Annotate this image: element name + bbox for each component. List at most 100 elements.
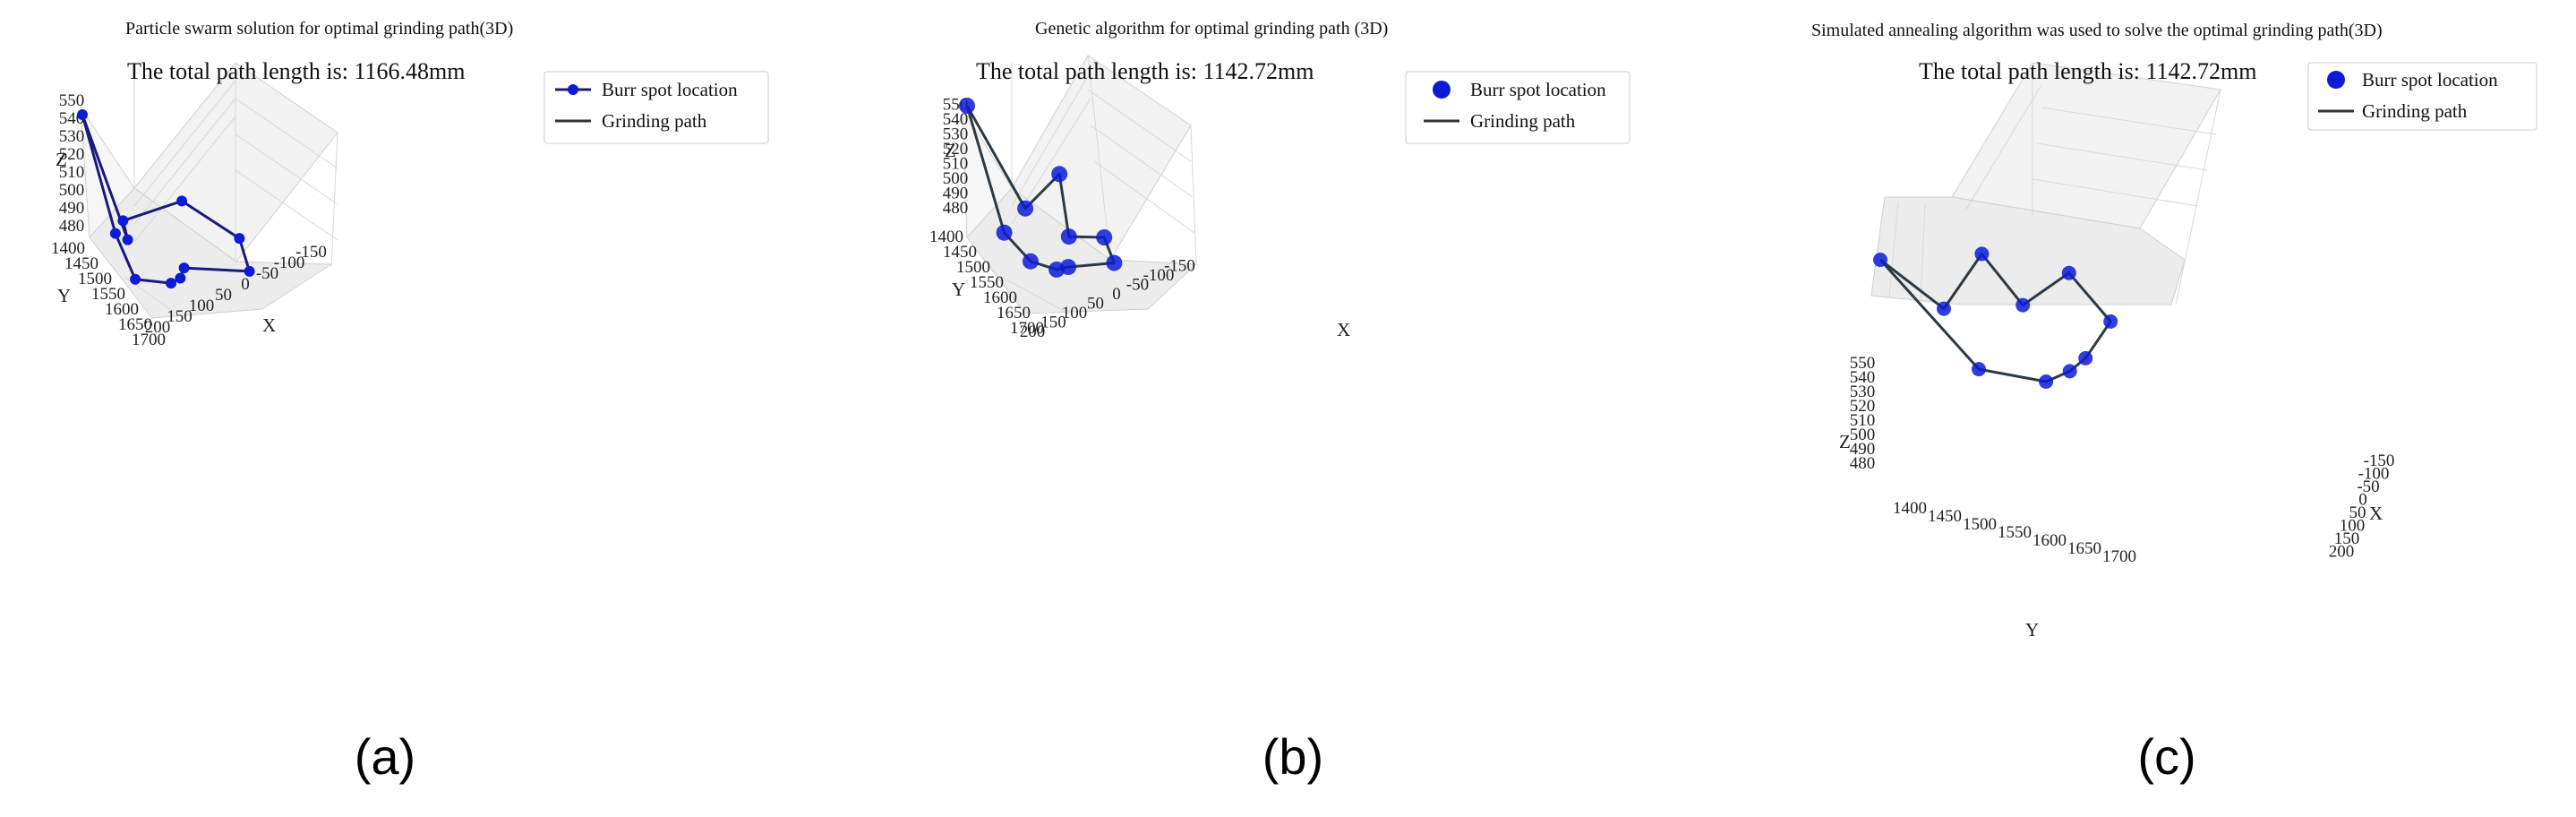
x-tick-label: 100: [1062, 304, 1088, 322]
x-tick-label: 50: [215, 286, 232, 305]
x-tick-label: -50: [256, 264, 278, 283]
y-tick-label: 1400: [51, 239, 85, 258]
panel-b: 480 490 500 510 520 530 540 550 1400 1450 1500 1550…: [860, 0, 1719, 817]
z-tick-label: 500: [59, 181, 85, 200]
burr-spot-marker: [1096, 229, 1113, 245]
x-axis-label-c: X: [2369, 503, 2383, 524]
y-tick-label: 1550: [91, 285, 125, 304]
chart-title-a: Particle swarm solution for optimal grin…: [125, 19, 513, 39]
burr-spot-marker: [1937, 301, 1951, 316]
burr-spot-marker: [2015, 297, 2031, 313]
burr-spot-marker: [2078, 350, 2093, 366]
z-tick-label: 530: [1850, 383, 1876, 401]
y-tick-label: 1400: [1893, 499, 1927, 518]
y-tick-label: 1450: [943, 243, 977, 262]
y-tick-label: 1700: [132, 331, 166, 349]
burr-spot-marker: [959, 98, 975, 114]
caption-a: (a): [354, 728, 416, 785]
x-tick-label: 150: [1040, 314, 1066, 332]
x-tick-label: 50: [1087, 295, 1104, 314]
x-tick-label: 200: [1020, 322, 1046, 341]
legend-label-path-b: Grinding path: [1470, 110, 1576, 132]
x-tick-label: 150: [2334, 529, 2360, 548]
burr-spot-marker: [244, 265, 255, 277]
burr-spot-marker: [2039, 374, 2054, 389]
legend-label-burr-c: Burr spot location: [2362, 69, 2498, 90]
z-tick-label: 510: [1850, 411, 1876, 430]
burr-spot-marker: [234, 233, 245, 245]
grid-c: [1888, 62, 2221, 305]
legend-label-path-c: Grinding path: [2362, 100, 2468, 122]
path-length-a: The total path length is: 1166.48mm: [127, 58, 465, 84]
z-tick-label: 480: [59, 217, 85, 236]
y-axis-label-a: Y: [57, 285, 71, 306]
z-tick-label: 480: [1850, 454, 1876, 473]
pane-floor-c: [1870, 196, 2186, 305]
x-axis-label-b: X: [1337, 319, 1350, 340]
burr-spot-marker: [1974, 246, 1990, 262]
chart-title-b: Genetic algorithm for optimal grinding p…: [1035, 19, 1388, 39]
burr-spot-marker: [996, 224, 1013, 241]
z-tick-label: 510: [943, 155, 969, 174]
chart-b: 4804905005105205305405501400145015001550…: [929, 19, 1630, 341]
burr-spot-marker: [1060, 259, 1077, 276]
z-tick-label: 520: [1850, 397, 1876, 416]
x-tick-label: 200: [2329, 543, 2355, 562]
burr-spot-marker: [2061, 265, 2076, 280]
y-tick-label: 1600: [105, 300, 139, 319]
panel-c: 480 490 500 510 520 530 540 550 1400 1450 1500 1550…: [1719, 0, 2576, 817]
legend-b: Burr spot location Grinding path: [1405, 71, 1630, 144]
path-length-b: The total path length is: 1142.72mm: [976, 58, 1314, 84]
burr-spot-marker: [1060, 228, 1077, 245]
y-axis-label-c: Y: [2025, 619, 2039, 641]
burr-spot-marker: [77, 109, 88, 120]
caption-b: (b): [1262, 728, 1324, 785]
grid-b: [984, 55, 1197, 314]
x-tick-label: 0: [241, 275, 250, 294]
y-tick-label: 1650: [997, 304, 1031, 322]
z-tick-label: 540: [1850, 368, 1876, 387]
burr-spot-marker: [117, 215, 129, 227]
z-axis-label-c: Z: [1839, 431, 1851, 452]
z-tick-label: 480: [943, 199, 969, 218]
legend-label-path-a: Grinding path: [602, 110, 707, 132]
burr-spot-marker: [130, 273, 141, 285]
legend-marker-a: [568, 84, 578, 95]
x-tick-label: 100: [2340, 517, 2366, 536]
y-axis-label-b: Y: [952, 279, 965, 300]
x-tick-label: -150: [2364, 452, 2395, 470]
x-tick-label: -50: [2357, 477, 2379, 496]
panel-a: 480 490 500 510 520 530 540 550 1400 1450 1500 1550…: [0, 0, 860, 817]
burr-spot-marker: [1023, 253, 1039, 270]
z-tick-label: 490: [943, 185, 969, 203]
x-tick-label: -100: [274, 254, 305, 272]
z-tick-label: 510: [59, 163, 85, 182]
z-tick-label: 530: [943, 125, 969, 144]
burr-spot-marker: [176, 195, 188, 207]
z-tick-label: 550: [1850, 354, 1876, 373]
z-tick-label: 530: [59, 127, 85, 146]
x-tick-label: 0: [1112, 285, 1121, 304]
x-tick-label: 200: [145, 318, 171, 337]
burr-spot-marker: [166, 278, 176, 289]
y-tick-label: 1500: [78, 270, 112, 288]
y-tick-label: 1450: [1928, 507, 1962, 526]
chart-a: 4804905005105205305405501400145015001550…: [51, 19, 769, 349]
y-tick-label: 1650: [2067, 539, 2101, 558]
y-tick-label: 1500: [1963, 515, 1997, 534]
path-length-c: The total path length is: 1142.72mm: [1919, 58, 2256, 84]
z-axis-label-b: Z: [945, 140, 956, 161]
legend-marker-c: [2327, 71, 2345, 89]
z-tick-label: 500: [943, 169, 969, 188]
z-axis-label-a: Z: [56, 149, 67, 170]
x-tick-label: 150: [167, 307, 193, 326]
burr-spot-marker: [122, 234, 133, 245]
y-tick-label: 1600: [983, 288, 1017, 307]
y-tick-label: 1600: [2033, 531, 2067, 550]
y-tick-label: 1450: [64, 254, 98, 273]
legend-label-burr-a: Burr spot location: [602, 79, 738, 100]
x-tick-label: 100: [189, 297, 215, 315]
z-tick-label: 540: [943, 110, 969, 129]
z-tick-label: 550: [59, 91, 85, 110]
